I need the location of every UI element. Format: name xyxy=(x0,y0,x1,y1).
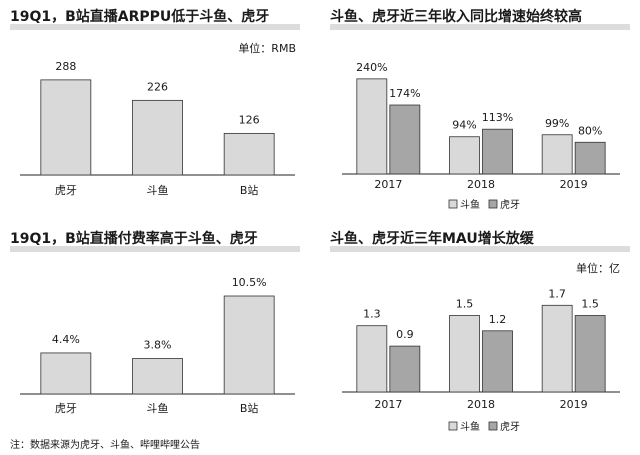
chart-title: 19Q1，B站直播ARPPU低于斗鱼、虎牙 xyxy=(10,9,270,25)
legend-swatch-虎牙 xyxy=(488,421,498,431)
category-label: 2019 xyxy=(560,178,588,191)
category-label: B站 xyxy=(240,183,259,197)
data-label: 3.8% xyxy=(144,339,172,352)
category-label: B站 xyxy=(240,401,259,415)
unit-label: 单位：RMB xyxy=(238,42,296,55)
chart-panel-arppu: 19Q1，B站直播ARPPU低于斗鱼、虎牙 单位：RMB 288 虎牙 226 斗鱼 1… xyxy=(10,8,300,208)
chart-pay-rate: 4.4% 虎牙 3.8% 斗鱼 10.5% B站 xyxy=(20,276,295,415)
bar-虎牙-2019 xyxy=(574,315,606,393)
data-label: 1.3 xyxy=(363,308,381,321)
bar-虎牙 xyxy=(40,79,92,176)
data-label: 1.7 xyxy=(548,287,566,300)
data-label: 113% xyxy=(482,111,513,124)
title-underline xyxy=(10,24,300,30)
data-label: 288 xyxy=(55,60,76,73)
chart-title: 斗鱼、虎牙近三年MAU增长放缓 xyxy=(330,231,534,247)
legend-label: 斗鱼 xyxy=(460,420,480,433)
bar-B站 xyxy=(223,132,275,176)
legend-label: 虎牙 xyxy=(500,421,520,433)
data-label: 99% xyxy=(545,117,569,130)
chart-mau: 1.3 0.9 2017 1.5 1.2 2018 1.7 1.5 2019 斗鱼 虎牙 xyxy=(342,287,620,433)
chart-panel-pay-rate: 19Q1，B站直播付费率高于斗鱼、虎牙 4.4% 虎牙 3.8% 斗鱼 10.5% B站 xyxy=(10,230,300,430)
title-underline xyxy=(330,246,630,252)
category-label: 2017 xyxy=(374,398,402,411)
data-label: 80% xyxy=(578,124,602,137)
unit-label: 单位：亿 xyxy=(576,262,620,275)
data-label: 0.9 xyxy=(396,328,414,341)
data-label: 94% xyxy=(452,119,476,132)
data-label: 4.4% xyxy=(52,333,80,346)
category-label: 斗鱼 xyxy=(147,183,169,197)
data-label: 126 xyxy=(239,113,260,126)
chart-title: 19Q1，B站直播付费率高于斗鱼、虎牙 xyxy=(10,231,258,247)
bar-斗鱼-2018 xyxy=(449,315,480,393)
bar-虎牙-2019 xyxy=(574,141,606,175)
category-label: 2017 xyxy=(374,178,402,191)
bar-虎牙-2018 xyxy=(482,128,513,175)
data-label: 240% xyxy=(356,61,387,74)
chart-revenue-growth: 240%174% 2017 94% 113% 2018 99% 80% 2019 斗鱼 虎牙 xyxy=(342,61,620,211)
bar-斗鱼-2017 xyxy=(356,78,388,175)
category-label: 虎牙 xyxy=(55,402,77,415)
bar-虎牙-2018 xyxy=(482,330,513,393)
legend-label: 斗鱼 xyxy=(460,198,480,211)
bar-虎牙-2017 xyxy=(389,104,421,175)
title-underline xyxy=(330,24,630,30)
legend-swatch-虎牙 xyxy=(488,199,498,209)
legend-swatch-斗鱼 xyxy=(448,199,458,209)
bar-斗鱼-2019 xyxy=(541,134,573,175)
bar-斗鱼-2018 xyxy=(449,136,480,175)
chart-title: 斗鱼、虎牙近三年收入同比增速始终较高 xyxy=(330,9,582,25)
bar-斗鱼 xyxy=(132,358,183,395)
data-label: 174% xyxy=(389,87,420,100)
data-label: 1.2 xyxy=(489,313,507,326)
category-label: 虎牙 xyxy=(55,184,77,197)
bar-斗鱼 xyxy=(132,99,183,176)
bar-斗鱼-2019 xyxy=(541,304,573,393)
bar-虎牙 xyxy=(40,352,92,395)
data-label: 226 xyxy=(147,80,168,93)
bar-虎牙-2017 xyxy=(389,345,421,393)
legend-label: 虎牙 xyxy=(500,199,520,211)
category-label: 2019 xyxy=(560,398,588,411)
chart-arppu: 288 虎牙 226 斗鱼 126 B站 xyxy=(20,60,295,197)
category-label: 2018 xyxy=(467,178,495,191)
category-label: 2018 xyxy=(467,398,495,411)
title-underline xyxy=(10,246,300,252)
legend-swatch-斗鱼 xyxy=(448,421,458,431)
bar-B站 xyxy=(223,295,275,395)
category-label: 斗鱼 xyxy=(147,401,169,415)
data-label: 10.5% xyxy=(232,276,267,289)
data-label: 1.5 xyxy=(581,298,599,311)
bar-斗鱼-2017 xyxy=(356,325,388,393)
chart-panel-mau: 斗鱼、虎牙近三年MAU增长放缓 单位：亿 1.3 0.9 2017 1.5 1.2 201… xyxy=(330,230,630,445)
footnote: 注：数据来源为虎牙、斗鱼、哔哩哔哩公告 xyxy=(10,440,200,451)
chart-panel-revenue-growth: 斗鱼、虎牙近三年收入同比增速始终较高 240% 174% 2017 94% 113% 20… xyxy=(330,8,630,218)
data-label: 1.5 xyxy=(456,298,474,311)
